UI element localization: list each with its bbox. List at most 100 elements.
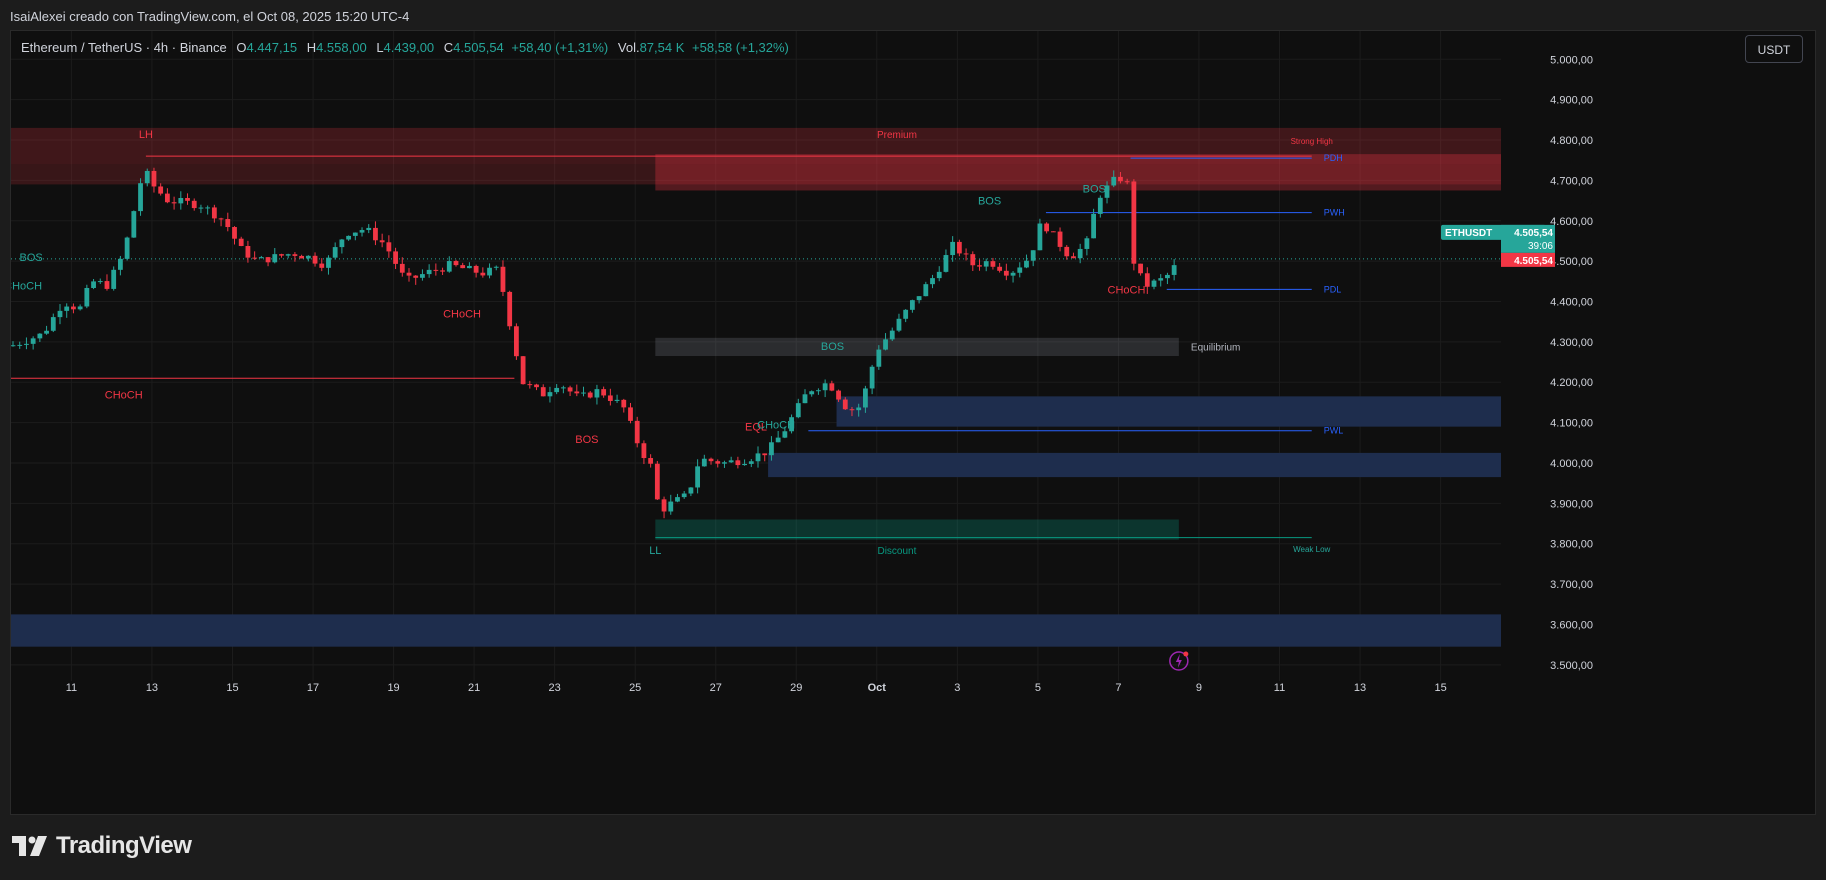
candle-body — [467, 265, 472, 269]
zone-label-premium: Premium — [877, 130, 917, 141]
candle-body — [352, 232, 358, 236]
candle-body — [641, 443, 647, 459]
price-tag-up — [1501, 224, 1555, 253]
x-tick-label: 5 — [1035, 682, 1041, 694]
candle-body — [896, 318, 902, 331]
candle-body — [1171, 265, 1177, 275]
x-tick-label: 23 — [549, 682, 561, 694]
volume-label: Vol. — [617, 40, 640, 55]
x-tick-label: 3 — [954, 682, 960, 694]
zone-demand-2 — [768, 452, 1501, 478]
candle-body — [1017, 267, 1023, 273]
high-label: H — [306, 40, 317, 55]
candle-body — [299, 255, 305, 259]
x-tick-label: 29 — [790, 682, 802, 694]
y-tick-label: 4.500,00 — [1550, 256, 1593, 268]
candle-body — [346, 235, 351, 240]
y-tick-label: 4.000,00 — [1550, 458, 1593, 470]
candle-body — [795, 403, 801, 418]
candle-body — [1084, 238, 1090, 249]
currency-button[interactable]: USDT — [1745, 35, 1803, 63]
candle-body — [104, 281, 110, 289]
tradingview-logo[interactable]: TradingView — [12, 832, 192, 860]
y-tick-label: 3.500,00 — [1550, 660, 1593, 672]
candle-body — [1151, 280, 1157, 287]
candle-body — [1097, 197, 1103, 214]
alert-dot — [1183, 651, 1189, 657]
candle-body — [601, 389, 607, 396]
y-tick-label: 4.900,00 — [1550, 95, 1593, 107]
candle-body — [164, 193, 170, 203]
zone-label-equilibrium: Equilibrium — [1191, 343, 1240, 354]
candle-body — [366, 227, 372, 231]
annotation-choch: CHoCH — [443, 309, 481, 321]
candle-body — [433, 269, 439, 271]
x-tick-label: 11 — [1274, 682, 1285, 694]
candle-body — [654, 463, 660, 500]
candle-body — [1037, 223, 1043, 251]
annotation-choch: CHoCH — [1108, 284, 1146, 296]
candle-body — [983, 261, 989, 267]
candle-body — [279, 254, 284, 256]
candle-body — [205, 207, 211, 209]
annotation-choch: CHoCH — [757, 420, 795, 432]
candle-body — [426, 269, 432, 275]
candle-body — [305, 255, 311, 259]
zone-demand-3 — [11, 614, 1501, 647]
candle-body — [923, 284, 929, 297]
x-tick-label: 15 — [1434, 682, 1446, 694]
candle-body — [648, 458, 654, 464]
candle-body — [339, 239, 345, 248]
candle-body — [238, 238, 244, 246]
level-label-pwh: PWH — [1324, 208, 1345, 218]
y-tick-label: 3.600,00 — [1550, 619, 1593, 631]
candle-body — [151, 170, 157, 187]
alert-icon[interactable] — [1169, 651, 1189, 671]
volume-change: +58,58 (+1,32%) — [692, 40, 789, 55]
candle-body — [71, 306, 76, 310]
candle-body — [30, 338, 36, 344]
candle-body — [326, 257, 331, 268]
candle-body — [265, 257, 271, 263]
candle-body — [540, 387, 546, 397]
y-tick-label: 5.000,00 — [1550, 54, 1593, 66]
candle-body — [158, 186, 164, 194]
candle-body — [722, 462, 727, 464]
y-tick-label: 4.800,00 — [1550, 135, 1593, 147]
open-label: O — [236, 40, 247, 55]
candle-body — [1003, 270, 1009, 276]
candle-body — [185, 198, 190, 201]
candle-body — [809, 391, 815, 395]
candle-body — [285, 254, 291, 256]
candle-body — [24, 343, 29, 345]
y-tick-label: 3.700,00 — [1550, 579, 1593, 591]
candle-body — [1044, 223, 1050, 232]
candle-body — [1050, 231, 1056, 233]
candle-body — [856, 407, 862, 411]
candle-body — [507, 291, 513, 327]
symbol-name[interactable]: Ethereum / TetherUS · 4h · Binance — [21, 40, 227, 55]
candle-body — [782, 431, 788, 438]
y-tick-label: 4.100,00 — [1550, 418, 1593, 430]
annotation-bos: BOS — [20, 252, 43, 264]
lightning-icon — [1175, 654, 1182, 668]
candle-body — [997, 266, 1003, 271]
candle-body — [614, 399, 620, 401]
close-label: C — [443, 40, 454, 55]
candle-body — [849, 409, 855, 411]
price-tag-value: 4.505,54 — [1514, 228, 1553, 239]
candle-body — [742, 463, 747, 466]
candle-body — [755, 453, 761, 462]
candle-body — [473, 265, 479, 273]
candle-body — [916, 296, 922, 301]
y-tick-label: 4.700,00 — [1550, 175, 1593, 187]
candle-body — [292, 254, 298, 256]
candle-body — [977, 265, 982, 267]
candle-body — [735, 460, 741, 466]
symbol-legend: Ethereum / TetherUS · 4h · Binance O4.44… — [21, 40, 789, 55]
candle-body — [816, 390, 821, 392]
candle-body — [1165, 274, 1170, 279]
candle-body — [1064, 246, 1070, 257]
